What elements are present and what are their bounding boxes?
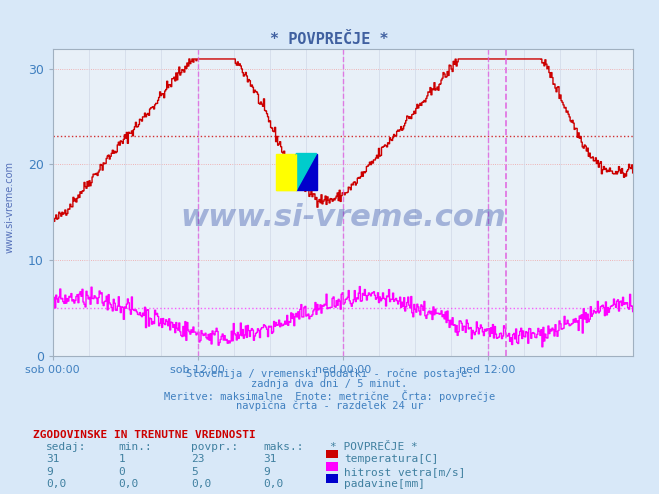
- Polygon shape: [276, 154, 297, 190]
- Text: 31: 31: [46, 454, 59, 464]
- Text: 0: 0: [119, 467, 125, 477]
- Text: www.si-vreme.com: www.si-vreme.com: [5, 162, 15, 253]
- Text: zadnja dva dni / 5 minut.: zadnja dva dni / 5 minut.: [251, 379, 408, 389]
- Text: Meritve: maksimalne  Enote: metrične  Črta: povprečje: Meritve: maksimalne Enote: metrične Črta…: [164, 390, 495, 402]
- Text: sedaj:: sedaj:: [46, 442, 86, 452]
- Text: 9: 9: [46, 467, 53, 477]
- Text: navpična črta - razdelek 24 ur: navpična črta - razdelek 24 ur: [236, 401, 423, 411]
- Bar: [276, 154, 297, 190]
- Text: hitrost vetra[m/s]: hitrost vetra[m/s]: [344, 467, 465, 477]
- Text: povpr.:: povpr.:: [191, 442, 239, 452]
- Bar: [297, 154, 316, 190]
- Text: * POVPREČJE *: * POVPREČJE *: [330, 442, 417, 452]
- Text: min.:: min.:: [119, 442, 152, 452]
- Text: 0,0: 0,0: [46, 479, 67, 489]
- Text: 31: 31: [264, 454, 277, 464]
- Text: 9: 9: [264, 467, 270, 477]
- Text: 23: 23: [191, 454, 204, 464]
- Text: 0,0: 0,0: [191, 479, 212, 489]
- Text: Slovenija / vremenski podatki - ročne postaje.: Slovenija / vremenski podatki - ročne po…: [186, 368, 473, 378]
- Text: temperatura[C]: temperatura[C]: [344, 454, 438, 464]
- Text: padavine[mm]: padavine[mm]: [344, 479, 425, 489]
- Text: * POVPREČJE *: * POVPREČJE *: [270, 32, 389, 47]
- Text: www.si-vreme.com: www.si-vreme.com: [180, 204, 505, 232]
- Text: maks.:: maks.:: [264, 442, 304, 452]
- Text: 0,0: 0,0: [264, 479, 284, 489]
- Text: 1: 1: [119, 454, 125, 464]
- Text: 5: 5: [191, 467, 198, 477]
- Polygon shape: [297, 154, 316, 190]
- Text: ZGODOVINSKE IN TRENUTNE VREDNOSTI: ZGODOVINSKE IN TRENUTNE VREDNOSTI: [33, 430, 256, 440]
- Text: 0,0: 0,0: [119, 479, 139, 489]
